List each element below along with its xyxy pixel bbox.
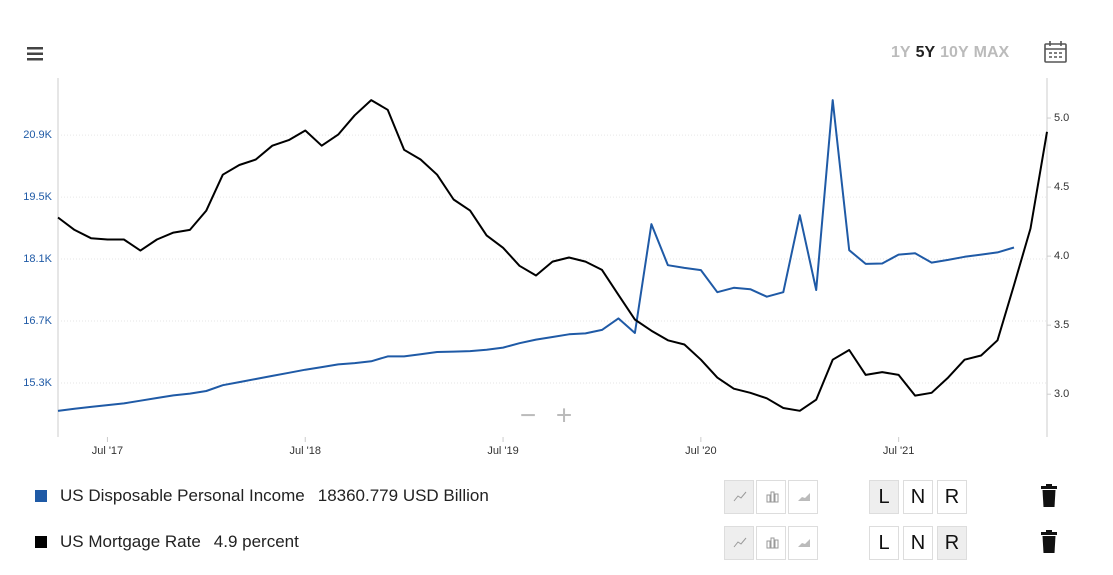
zoom-button[interactable]: −: [520, 399, 536, 430]
legend-entry: US Disposable Personal Income 18360.779 U…: [35, 486, 489, 506]
zoom-button[interactable]: +: [556, 399, 572, 430]
chart-type-button[interactable]: [756, 480, 786, 514]
calendar-icon[interactable]: [1044, 41, 1067, 63]
y-tick-label: 20.9K: [23, 129, 52, 141]
y-tick-label: 15.3K: [23, 377, 52, 389]
range-button[interactable]: MAX: [973, 44, 1010, 61]
delete-button[interactable]: [1040, 484, 1058, 513]
chart-type-icon: [798, 493, 810, 501]
legend-swatch: [35, 490, 47, 502]
chart: 15.3K 16.7K 18.1K 19.5K 20.9K 3.0 3.5 4.0 4.5 5.0…: [23, 41, 1069, 457]
series-line: [57, 99, 1048, 412]
range-button[interactable]: 5Y: [915, 44, 936, 61]
x-tick-label: Jul '18: [290, 445, 321, 457]
y-tick-label: 16.7K: [23, 315, 52, 327]
delete-button[interactable]: [1040, 530, 1058, 559]
chart-type-button[interactable]: [724, 480, 754, 514]
series-line: [57, 99, 1015, 412]
axis-mode-button[interactable]: N: [903, 480, 933, 514]
chart-type-button[interactable]: [788, 480, 818, 514]
y-tick-label: 19.5K: [23, 191, 52, 203]
legend-label: US Mortgage Rate: [60, 532, 201, 551]
legend-swatch: [35, 536, 47, 548]
chart-type-icon: [766, 491, 779, 503]
chart-type-button[interactable]: [756, 526, 786, 560]
y2-tick-label: 4.0: [1054, 250, 1069, 262]
chart-type-icon: [798, 539, 810, 547]
chart-type-button[interactable]: [788, 526, 818, 560]
legend-value: 4.9 percent: [213, 532, 299, 551]
axis-mode-button[interactable]: N: [903, 526, 933, 560]
chart-type-icon: [733, 537, 747, 548]
x-tick-label: Jul '17: [92, 445, 123, 457]
axis-mode-button[interactable]: L: [869, 526, 899, 560]
axis-mode-button[interactable]: R: [937, 526, 967, 560]
y2-tick-label: 5.0: [1054, 112, 1069, 124]
range-button[interactable]: 1Y: [891, 44, 911, 61]
axis-mode-button[interactable]: L: [869, 480, 899, 514]
y2-tick-label: 3.5: [1054, 319, 1069, 331]
legend-entry: US Mortgage Rate 4.9 percent: [35, 532, 299, 552]
y-tick-label: 18.1K: [23, 253, 52, 265]
y2-tick-label: 3.0: [1054, 388, 1069, 400]
y2-tick-label: 4.5: [1054, 181, 1069, 193]
legend-value: 18360.779 USD Billion: [317, 486, 489, 505]
trash-icon: [1041, 530, 1057, 553]
range-button[interactable]: 10Y: [940, 44, 969, 61]
x-tick-label: Jul '21: [883, 445, 914, 457]
chart-type-icon: [766, 537, 779, 549]
legend-label: US Disposable Personal Income: [60, 486, 305, 505]
chart-type-icon: [733, 491, 747, 502]
menu-icon[interactable]: [27, 47, 43, 61]
axis-mode-button[interactable]: R: [937, 480, 967, 514]
trash-icon: [1041, 484, 1057, 507]
chart-type-button[interactable]: [724, 526, 754, 560]
x-tick-label: Jul '20: [685, 445, 716, 457]
x-tick-label: Jul '19: [487, 445, 518, 457]
